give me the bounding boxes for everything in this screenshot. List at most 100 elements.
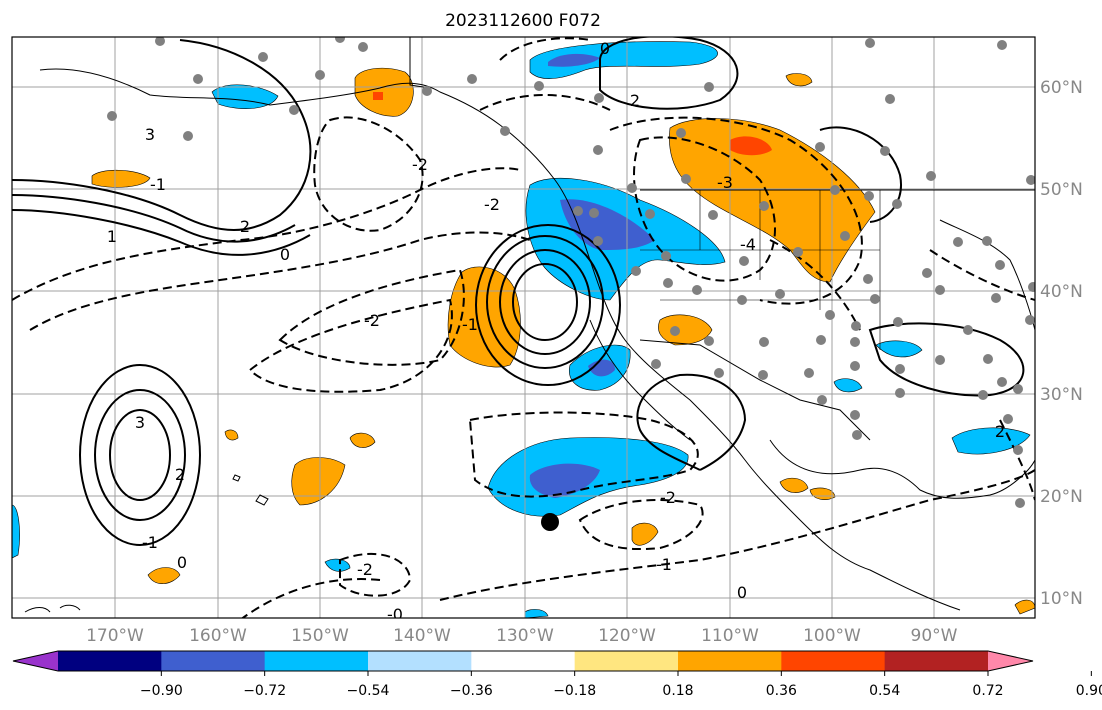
chart-title: 2023112600 F072 — [445, 11, 601, 31]
shade-positive-alaska — [354, 67, 414, 117]
lat-tick-label: 10°N — [1040, 589, 1083, 609]
contour-label-group: 0 2 3 -2 -1 -3 -4 -2 2 0 1 -2 -1 3 2 -1 … — [107, 39, 1005, 624]
contour-label: -2 — [412, 155, 428, 174]
shade-moderate-negative-baja — [588, 359, 615, 377]
map-panel: 0 2 3 -2 -1 -3 -4 -2 2 0 1 -2 -1 3 2 -1 … — [11, 36, 1036, 624]
lat-tick-label: 20°N — [1040, 487, 1083, 507]
colorbar-segment — [471, 651, 576, 671]
shade-positive-small-7 — [1014, 599, 1035, 615]
shade-positive-small-3 — [147, 567, 181, 584]
hawaii-islands — [232, 474, 269, 506]
contour-label: 2 — [995, 422, 1005, 441]
colorbar-segment — [574, 651, 679, 671]
colorbar-outline — [12, 650, 1034, 672]
contour-label: -4 — [740, 235, 756, 254]
great-lakes — [939, 219, 1035, 331]
colorbar-tick-label: 0.18 — [662, 683, 693, 699]
lon-tick-label: 90°W — [911, 626, 958, 646]
pacific-coastline — [39, 68, 961, 611]
shade-strong-positive-rockies — [730, 136, 772, 156]
colorbar-extend-low — [13, 651, 58, 671]
contour-label: 3 — [135, 413, 145, 432]
lon-tick-label: 110°W — [701, 626, 759, 646]
gridlines — [12, 37, 1035, 618]
baja-coast — [589, 319, 691, 441]
contour-label: -1 — [142, 533, 158, 552]
shade-positive-gulf-mexico — [779, 477, 809, 493]
contour-lines — [12, 37, 1035, 618]
contour-label: -3 — [717, 173, 733, 192]
map-frame — [11, 36, 1036, 619]
colorbar-extend-high — [988, 651, 1033, 671]
colorbar-tick-label: 0.54 — [869, 683, 900, 699]
shade-negative-small-1 — [324, 558, 351, 572]
colorbar-segment — [161, 651, 266, 671]
lat-tick-label: 40°N — [1040, 282, 1083, 302]
shade-positive-small-5 — [631, 522, 659, 546]
lon-tick-label: 130°W — [496, 626, 554, 646]
lon-tick-label: 170°W — [86, 626, 144, 646]
latitude-axis: 60°N 50°N 40°N 30°N 20°N 10°N — [1040, 78, 1083, 609]
map-content: 0 2 3 -2 -1 -3 -4 -2 2 0 1 -2 -1 3 2 -1 … — [12, 37, 1035, 624]
contour-label: 0 — [177, 553, 187, 572]
contour-label: 1 — [107, 227, 117, 246]
shade-positive-socal — [658, 314, 713, 346]
contour-label: -1 — [656, 555, 672, 574]
colorbar-tick-label: −0.36 — [450, 683, 493, 699]
colorbar-tick-label: −0.72 — [243, 683, 286, 699]
contour-label: 2 — [240, 217, 250, 236]
shade-negative-east-2 — [951, 427, 1031, 455]
shade-positive-small-6 — [785, 73, 813, 87]
colorbar-tick-label: 0.90 — [1076, 683, 1102, 699]
lon-tick-label: 150°W — [291, 626, 349, 646]
contour-label: 2 — [175, 465, 185, 484]
shade-positive-small-1 — [349, 432, 376, 448]
contour-label: -2 — [364, 311, 380, 330]
colorbar-segment — [678, 651, 782, 671]
colorbar-segment — [884, 651, 989, 671]
colorbar-tick-label: −0.54 — [347, 683, 390, 699]
colorbar-segment — [58, 651, 162, 671]
shade-positive-small-2 — [224, 429, 239, 441]
lon-tick-label: 100°W — [803, 626, 861, 646]
state-borders — [640, 190, 881, 350]
colorbar-segment — [368, 651, 472, 671]
shade-positive-small-4 — [809, 487, 836, 500]
contour-low-1 — [512, 263, 578, 341]
contour-label: 0 — [600, 39, 610, 58]
contour-label: -1 — [462, 315, 478, 334]
contour-label: 0 — [280, 245, 290, 264]
lon-tick-label: 140°W — [393, 626, 451, 646]
contour-label: 2 — [630, 91, 640, 110]
lon-tick-label: 120°W — [598, 626, 656, 646]
shade-positive-rockies — [669, 118, 876, 283]
shade-negative-west-edge — [12, 504, 20, 559]
gulf-coast — [769, 439, 1035, 499]
alaska-border — [409, 37, 431, 89]
us-mexico-border — [639, 339, 871, 441]
contour-label: -2 — [357, 560, 373, 579]
colorbar: −0.90 −0.72 −0.54 −0.36 −0.18 0.18 0.36 0.54 0.7… — [12, 650, 1102, 699]
lat-tick-label: 60°N — [1040, 78, 1083, 98]
shade-moderate-negative-canada — [548, 53, 600, 67]
colorbar-segment — [264, 651, 369, 671]
shade-negative-east-3 — [833, 378, 863, 393]
colorbar-tick-label: 0.72 — [972, 683, 1003, 699]
contour-label: 0 — [737, 583, 747, 602]
lat-tick-label: 30°N — [1040, 385, 1083, 405]
colorbar-segment — [781, 651, 886, 671]
colorbar-tick-label: 0.36 — [766, 683, 797, 699]
shade-negative-east-1 — [875, 340, 923, 358]
colorbar-tick-label: −0.90 — [140, 683, 183, 699]
shade-negative-small-2 — [524, 609, 549, 618]
coastlines — [24, 37, 1035, 613]
lat-tick-label: 50°N — [1040, 180, 1083, 200]
shade-positive-south-pacific — [291, 457, 346, 506]
contour-label: -2 — [660, 488, 676, 507]
station-markers — [107, 37, 1035, 508]
shade-moderate-negative-subtropical — [529, 463, 600, 498]
contour-label: -0 — [387, 605, 403, 624]
shade-negative-canada — [529, 41, 718, 79]
